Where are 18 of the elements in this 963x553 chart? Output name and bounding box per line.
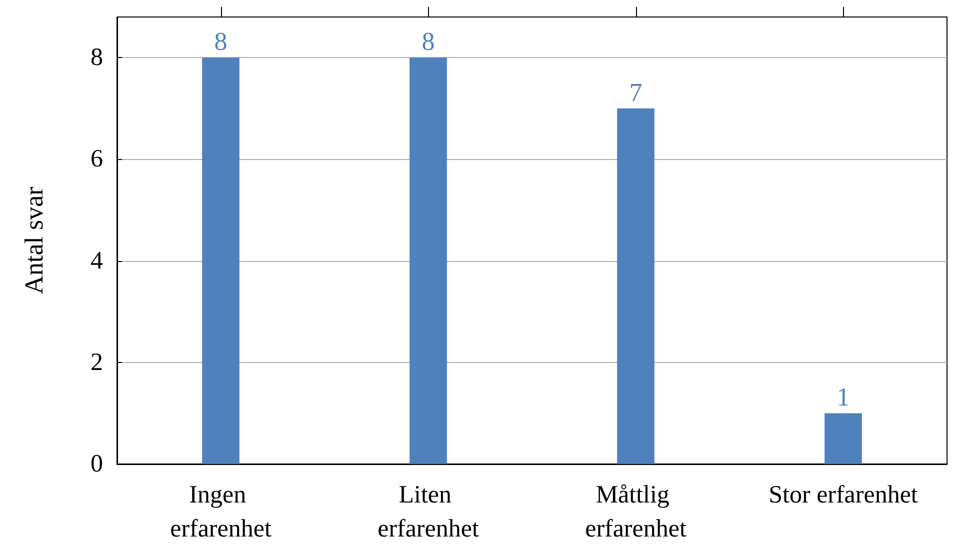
y-tick-label: 0 [90, 450, 103, 478]
bar [202, 58, 240, 464]
data-label: 8 [214, 27, 228, 56]
x-tick-label: Ingen erfarenhet [170, 482, 272, 542]
y-tick-label: 2 [90, 348, 103, 376]
y-tick-label: 8 [90, 44, 103, 72]
data-label: 8 [422, 27, 435, 56]
y-tick-label: 4 [90, 247, 104, 274]
data-label: 7 [629, 78, 642, 107]
bar [410, 58, 447, 464]
bar [824, 413, 862, 464]
x-tick-label: Måttlig erfarenhet [585, 482, 686, 542]
data-label: 1 [836, 382, 850, 412]
y-tick-label: 6 [90, 146, 103, 173]
y-axis-title: Antal svar [20, 186, 48, 294]
bar [617, 108, 654, 464]
x-tick-label: Liten erfarenhet [378, 482, 479, 542]
x-tick-label: Stor erfarenhet [768, 482, 918, 508]
